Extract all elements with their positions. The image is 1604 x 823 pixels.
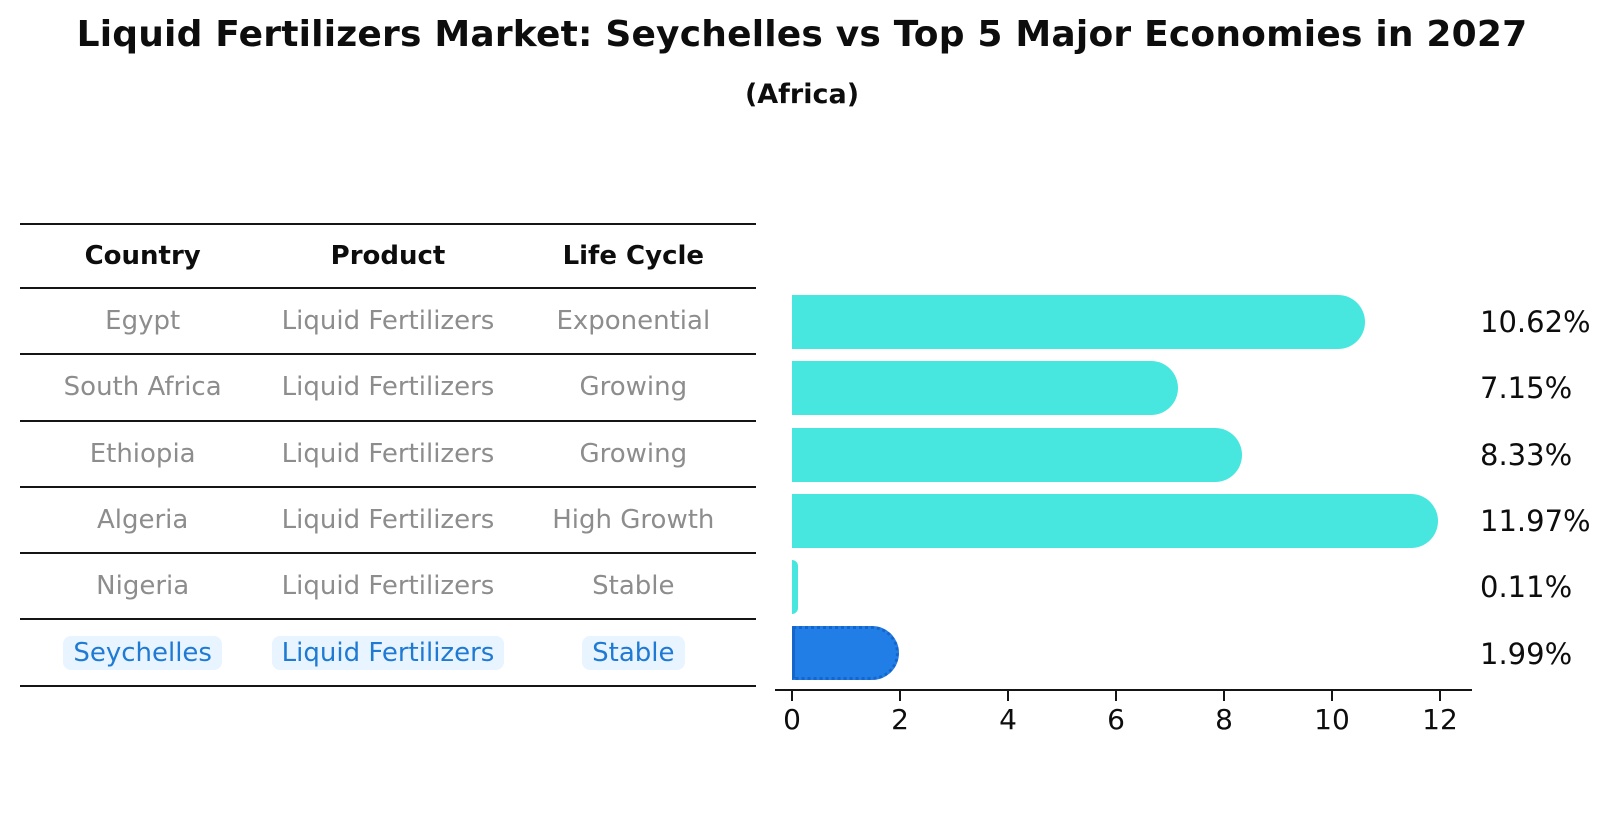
x-axis-tick-label: 8	[1215, 703, 1233, 736]
x-axis-tick-label: 12	[1422, 703, 1458, 736]
table-cell-product: Liquid Fertilizers	[281, 571, 495, 602]
table-row-ethiopia: Ethiopia Liquid Fertilizers Growing	[20, 422, 756, 488]
table-cell-product: Liquid Fertilizers	[281, 438, 495, 469]
table-cell-country: Seychelles	[20, 635, 265, 670]
table-row-nigeria: Nigeria Liquid Fertilizers Stable	[20, 554, 756, 621]
comparison-table: Country Product Life Cycle Egypt Liquid …	[20, 223, 756, 687]
bar-value-label: 11.97%	[1480, 504, 1591, 539]
table-header-country: Country	[84, 241, 201, 271]
x-axis-tick-mark	[1115, 691, 1117, 701]
x-axis-tick-mark	[1331, 691, 1333, 701]
bar-row-ethiopia: 8.33%	[792, 422, 1604, 488]
table-cell-product: Liquid Fertilizers	[265, 635, 510, 670]
x-axis-line	[775, 689, 1472, 691]
table-cell-country: Egypt	[105, 306, 181, 337]
bar-chart: 10.62% 7.15% 8.33% 11.97% 0.11% 1.99%	[792, 289, 1604, 687]
table-cell-product: Liquid Fertilizers	[281, 505, 495, 536]
table-cell-country: Nigeria	[96, 571, 190, 602]
bar-egypt	[792, 295, 1366, 349]
x-axis-tick-label: 4	[999, 703, 1017, 736]
bar-row-egypt: 10.62%	[792, 289, 1604, 355]
bar-seychelles-highlighted	[792, 626, 900, 681]
table-cell-lifecycle: Stable	[511, 635, 756, 670]
page-subtitle: (Africa)	[744, 79, 860, 110]
table-cell-lifecycle: Growing	[579, 372, 688, 403]
bar-row-nigeria: 0.11%	[792, 554, 1604, 620]
x-axis-tick-mark	[1007, 691, 1009, 701]
bar-row-south-africa: 7.15%	[792, 355, 1604, 421]
bar-value-label: 1.99%	[1480, 636, 1573, 671]
table-header-lifecycle: Life Cycle	[562, 241, 705, 271]
bar-algeria	[792, 493, 1439, 548]
bar-nigeria	[792, 560, 798, 615]
table-row-seychelles: Seychelles Liquid Fertilizers Stable	[20, 620, 756, 687]
x-axis-tick-label: 10	[1314, 703, 1350, 736]
table-row-south-africa: South Africa Liquid Fertilizers Growing	[20, 355, 756, 422]
x-axis-tick-mark	[1439, 691, 1441, 701]
table-cell-lifecycle: Growing	[579, 438, 688, 469]
x-axis-tick-mark	[1223, 691, 1225, 701]
table-row-egypt: Egypt Liquid Fertilizers Exponential	[20, 289, 756, 356]
x-axis-tick-mark	[899, 691, 901, 701]
x-axis-tick-label: 0	[783, 703, 801, 736]
page-title: Liquid Fertilizers Market: Seychelles vs…	[76, 14, 1528, 55]
table-cell-lifecycle: Stable	[592, 571, 675, 602]
bar-south-africa	[792, 361, 1179, 416]
table-cell-product: Liquid Fertilizers	[281, 372, 495, 403]
x-axis-tick-label: 6	[1107, 703, 1125, 736]
bar-value-label: 10.62%	[1480, 305, 1591, 340]
table-cell-country: Ethiopia	[89, 438, 196, 469]
bar-value-label: 0.11%	[1480, 570, 1573, 605]
table-cell-lifecycle: High Growth	[552, 505, 715, 536]
bar-row-seychelles: 1.99%	[792, 620, 1604, 686]
table-header-row: Country Product Life Cycle	[20, 225, 756, 289]
bar-ethiopia	[792, 427, 1242, 482]
table-cell-lifecycle: Exponential	[556, 306, 711, 337]
bar-row-algeria: 11.97%	[792, 488, 1604, 554]
table-cell-country: South Africa	[63, 372, 222, 403]
table-header-product: Product	[330, 241, 446, 271]
table-row-algeria: Algeria Liquid Fertilizers High Growth	[20, 488, 756, 555]
bar-value-label: 8.33%	[1480, 437, 1573, 472]
x-axis-tick-mark	[791, 691, 793, 701]
table-cell-product: Liquid Fertilizers	[281, 306, 495, 337]
x-axis-tick-label: 2	[891, 703, 909, 736]
bar-value-label: 7.15%	[1480, 371, 1573, 406]
table-cell-country: Algeria	[96, 505, 189, 536]
